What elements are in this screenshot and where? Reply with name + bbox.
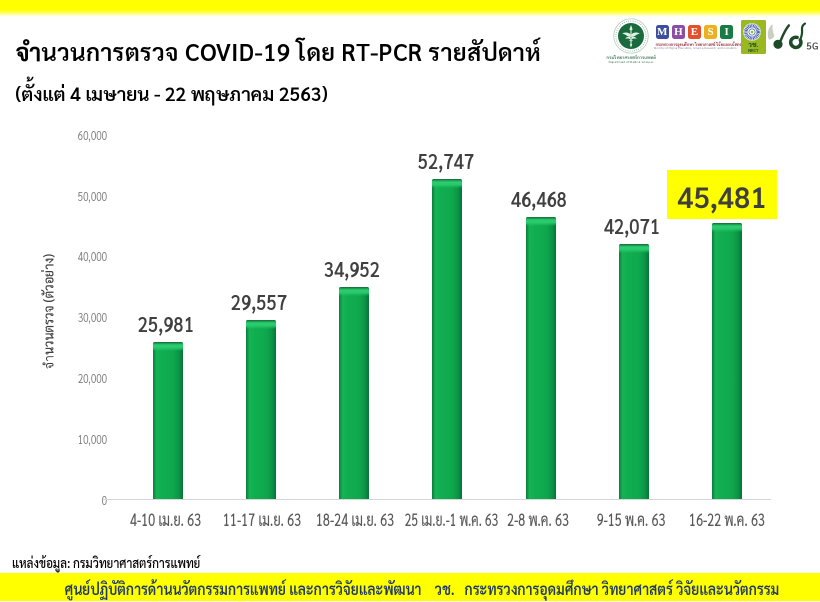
svg-text:5G: 5G xyxy=(807,40,819,52)
